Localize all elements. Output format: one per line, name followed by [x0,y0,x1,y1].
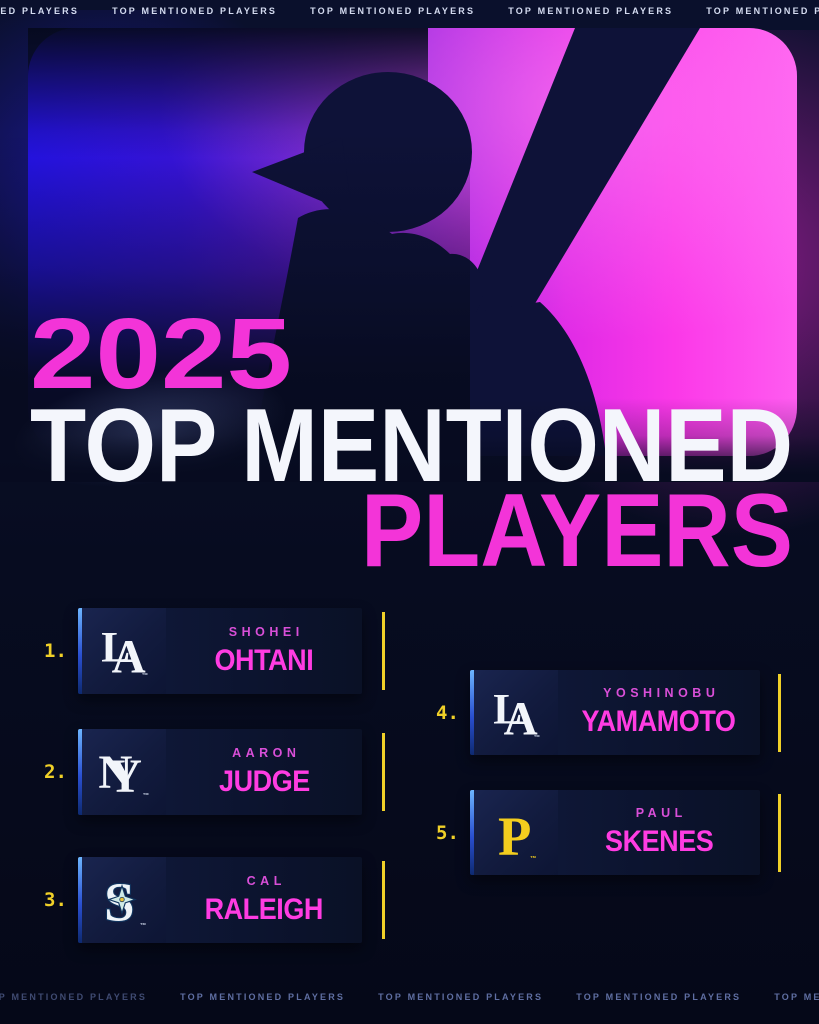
rank-label: 2. [44,761,67,783]
accent-bar [470,670,474,755]
svg-text:P: P [498,805,531,866]
end-bar [382,612,385,690]
seattle-mariners-logo-icon: S ™ [103,871,147,934]
ticker-item: TOP MENTIONED PLAYERS [576,992,742,1002]
ticker-item: TOP MENTIONED PLAYERS [180,992,346,1002]
accent-bar [470,790,474,875]
title-line2: PLAYERS [361,473,793,589]
player-last-name: OHTANI [214,643,314,677]
ticker-item: TOP MENTIONED PLAYERS [0,992,148,1002]
la-dodgers-logo-icon: A L ™ [493,685,541,745]
player-first-name: AARON [232,745,301,760]
svg-text:S: S [104,872,134,933]
svg-text:™: ™ [140,922,147,929]
team-logo-box: P ™ [470,790,558,875]
player-name-box: PAUL SKENES [558,790,760,875]
pittsburgh-pirates-logo-icon: P ™ [498,805,537,866]
ticker-item: TOP MENTIONED PLAYERS [310,6,476,16]
player-card: A L ™ SHOHEI OHTANI [78,608,362,694]
rank-label: 3. [44,889,67,911]
player-row-2: 2. N Y ™ AARON JUDGE [44,729,385,815]
rank-label: 1. [44,640,67,662]
ticker-item: TOP MENTIONED PLAYERS [774,992,819,1002]
svg-text:L: L [493,685,522,733]
svg-text:™: ™ [143,792,150,799]
team-logo-box: N Y ™ [78,729,166,815]
ticker-item: TOP MENTIONED PLAYERS [112,6,278,16]
accent-bar [78,608,82,694]
team-logo-box: S ™ [78,857,166,943]
player-first-name: YOSHINOBU [603,686,720,700]
svg-text:A: A [504,693,538,745]
hero-fade-bottom [0,398,819,482]
ticker-item: TOP MENTIONED PLAYERS [508,6,674,16]
ny-yankees-logo-icon: N Y ™ [98,747,150,803]
title-line1: TOP MENTIONED [30,388,793,504]
end-bar [778,673,781,752]
ticker-item: TOP MENTIONED PLAYERS [0,6,80,16]
player-card: A L ™ YOSHINOBU YAMAMOTO [470,670,760,755]
player-first-name: CAL [246,873,286,888]
bat-shape [462,28,700,332]
player-name-box: CAL RALEIGH [166,857,362,943]
svg-text:™: ™ [530,855,537,862]
player-last-name: RALEIGH [204,892,324,926]
player-last-name: SKENES [604,825,714,858]
player-first-name: SHOHEI [228,624,304,639]
top-ticker: TOP MENTIONED PLAYERS TOP MENTIONED PLAY… [0,6,819,16]
player-name-box: YOSHINOBU YAMAMOTO [558,670,760,755]
svg-text:™: ™ [142,672,149,679]
player-row-4: 4. A L ™ YOSHINOBU YAMAMOTO [436,670,781,755]
team-logo-box: A L ™ [78,608,166,694]
rank-label: 4. [436,701,459,724]
player-card: S ™ CAL RALEIGH [78,857,362,943]
end-bar [778,793,781,872]
end-bar [382,861,385,939]
player-last-name: YAMAMOTO [582,705,736,738]
svg-text:Y: Y [108,751,142,803]
player-card: N Y ™ AARON JUDGE [78,729,362,815]
la-dodgers-logo-icon: A L ™ [101,623,149,684]
bottom-ticker: TOP MENTIONED PLAYERS TOP MENTIONED PLAY… [0,992,819,1002]
end-bar [382,733,385,811]
player-last-name: JUDGE [218,764,310,798]
player-row-1: 1. A L ™ SHOHEI OHTANI [44,608,385,694]
svg-text:N: N [98,747,132,799]
ticker-item: TOP MENTIONED PLAYERS [706,6,819,16]
rank-label: 5. [436,821,459,844]
accent-bar [78,857,82,943]
player-first-name: PAUL [635,806,687,820]
player-name-box: AARON JUDGE [166,729,362,815]
team-logo-box: A L ™ [470,670,558,755]
ticker-item: TOP MENTIONED PLAYERS [378,992,544,1002]
player-row-3: 3. S ™ CAL RALEIGH [44,857,385,943]
compass-star [107,883,137,916]
accent-bar [78,729,82,815]
svg-text:™: ™ [534,734,541,741]
player-row-5: 5. P ™ PAUL SKENES [436,790,781,875]
title-year: 2025 [30,300,292,410]
svg-text:L: L [101,623,130,671]
svg-text:A: A [112,632,146,684]
title-block: 2025 TOP MENTIONED PLAYERS [30,300,793,589]
player-name-box: SHOHEI OHTANI [166,608,362,694]
player-card: P ™ PAUL SKENES [470,790,760,875]
